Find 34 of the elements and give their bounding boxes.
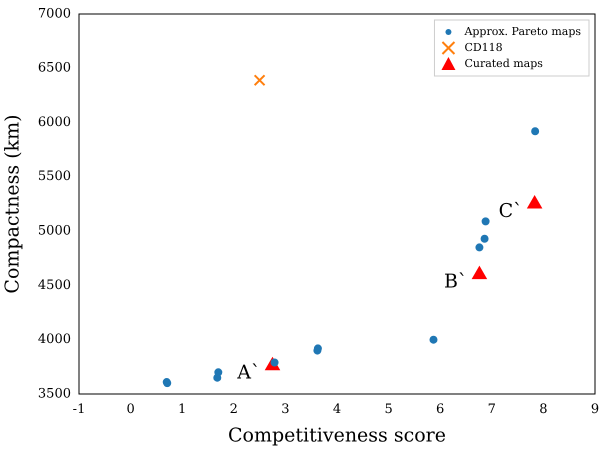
point xyxy=(214,368,222,376)
y-tick-label: 4000 xyxy=(38,332,71,348)
point xyxy=(482,217,490,226)
x-axis-title: Competitiveness score xyxy=(228,424,446,447)
annotation: B` xyxy=(444,270,468,293)
x-tick-label: 3 xyxy=(281,402,290,418)
x-tick-label: 8 xyxy=(539,402,548,418)
point xyxy=(429,336,438,344)
x-tick-label: 7 xyxy=(488,402,496,418)
legend-label: Curated maps xyxy=(464,56,544,70)
annotation: C` xyxy=(498,200,523,222)
point xyxy=(254,74,266,86)
y-axis-title: Compactness (km) xyxy=(1,114,24,294)
point xyxy=(531,127,540,136)
y-tick-label: 3500 xyxy=(38,386,71,402)
y-tick-label: 7000 xyxy=(38,6,71,22)
x-tick-label: 5 xyxy=(384,402,393,418)
y-tick-label: 5500 xyxy=(38,169,71,184)
y-tick-label: 6500 xyxy=(38,60,71,76)
annotation: A` xyxy=(236,362,260,384)
legend-label: CD118 xyxy=(464,40,503,54)
x-tick-label: 6 xyxy=(436,402,444,418)
x-tick-label: 4 xyxy=(332,402,342,418)
x-tick-label: -1 xyxy=(72,402,86,418)
x-tick-label: 9 xyxy=(590,402,600,418)
y-tick-label: 5000 xyxy=(38,224,71,239)
legend-label: Approx. Pareto maps xyxy=(463,24,582,38)
point xyxy=(480,234,489,243)
x-tick-label: 0 xyxy=(126,402,135,418)
point xyxy=(475,243,484,252)
x-tick-label: 2 xyxy=(230,402,238,418)
y-tick-label: 4500 xyxy=(38,278,71,293)
x-tick-label: 1 xyxy=(178,402,186,418)
y-tick-label: 6000 xyxy=(38,114,71,130)
